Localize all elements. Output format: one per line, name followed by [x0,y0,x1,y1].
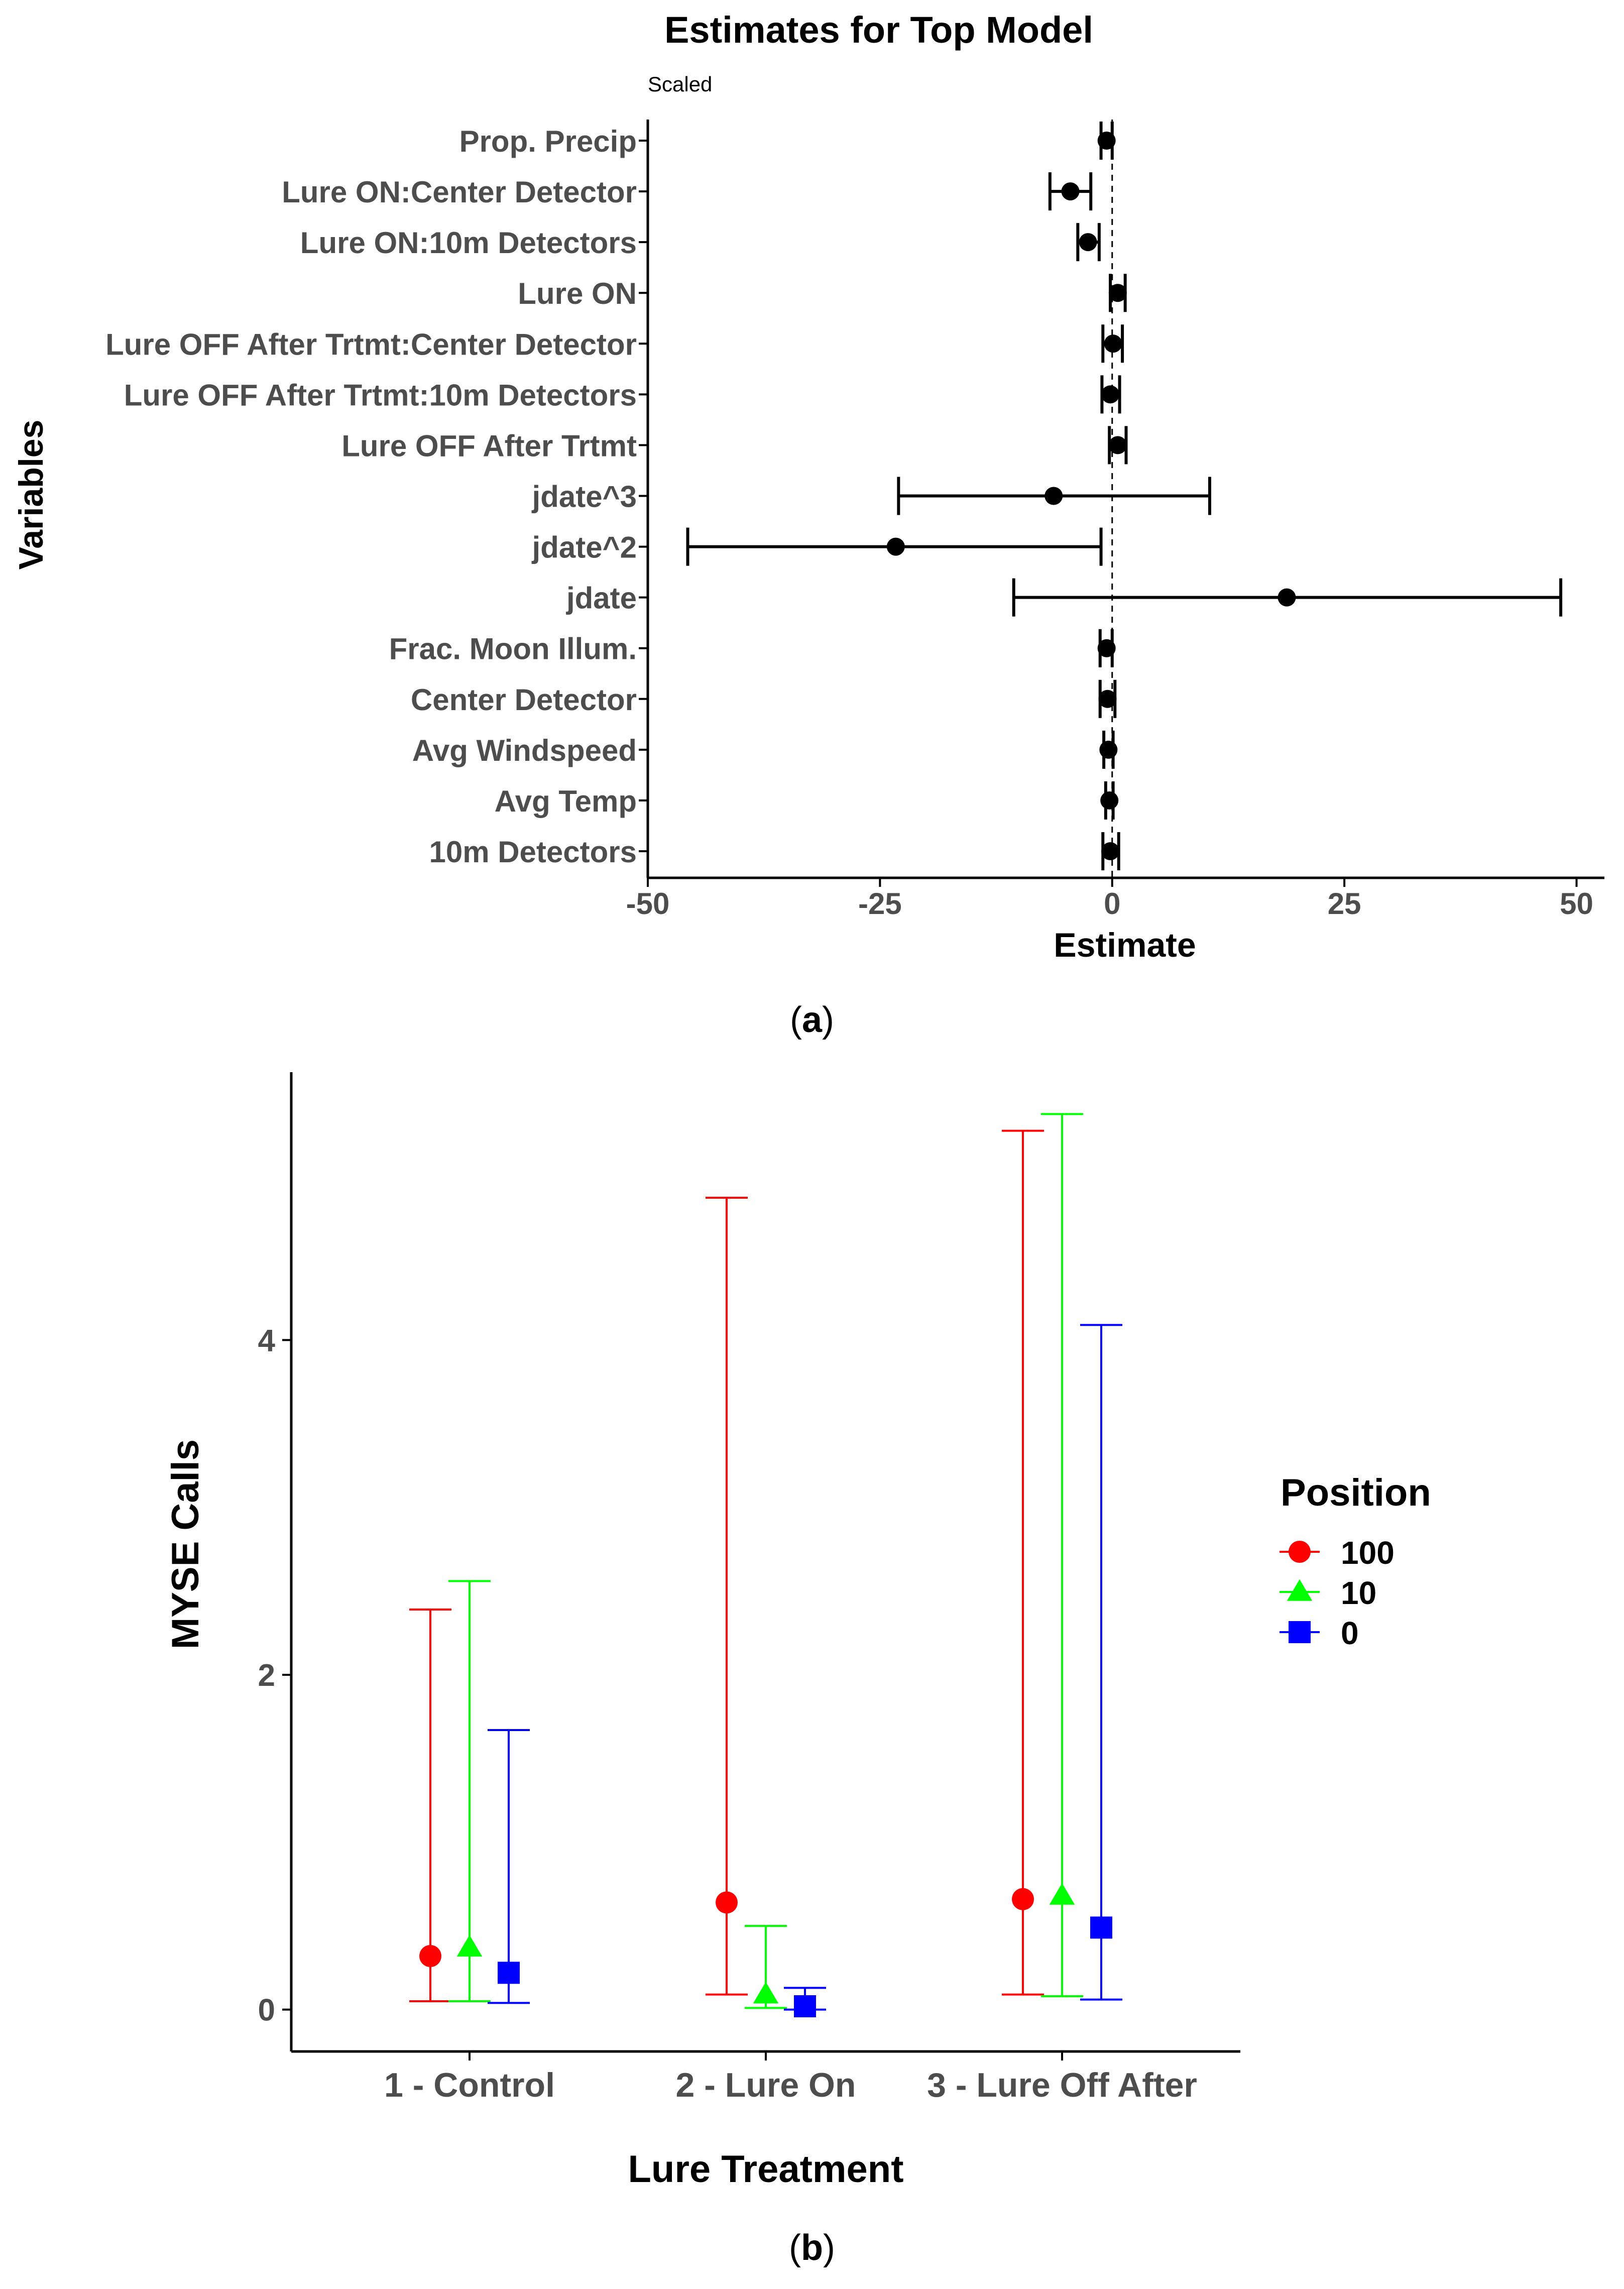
estimate-point [1061,182,1080,201]
chart-a-subtitle: Scaled [648,72,712,96]
point-10 [1049,1883,1075,1905]
forest-plot-panel: Estimates for Top Model Scaled Variables… [12,9,1604,1040]
errorbar-plot-panel: MYSE Calls Lure Treatment 0 2 4 1 - Contro… [164,1072,1431,2268]
y-tick-label: jdate^3 [532,480,637,514]
x-tick-label: 0 [1104,887,1120,921]
chart-b-xlabel: Lure Treatment [628,2148,903,2191]
estimate-point [886,537,905,556]
legend-key-marker-10 [1287,1579,1313,1601]
point-100 [419,1945,441,1967]
point-10 [753,1982,779,2004]
y-tick-label: Lure OFF After Trtmt:Center Detector [105,327,637,361]
y-tick-label: Frac. Moon Illum. [389,632,637,666]
estimate-point [1108,284,1127,302]
chart-a-ylabel: Variables [12,420,50,570]
y-tick-label: Avg Temp [495,784,637,818]
caption-b: (b) [789,2228,835,2268]
point-0 [1090,1916,1112,1939]
legend-label-10: 10 [1341,1575,1376,1611]
x-tick-label: -25 [858,887,902,921]
x-tick-label: 50 [1560,887,1593,921]
chart-a-xlabel: Estimate [1054,926,1196,964]
point-10 [456,1935,483,1957]
y-tick-label: Avg Windspeed [412,734,637,767]
y-tick-label: Lure OFF After Trtmt:10m Detectors [124,378,637,412]
y-tick-label: 2 [258,1658,275,1693]
chart-a-title: Estimates for Top Model [664,9,1093,51]
legend-label-100: 100 [1341,1535,1395,1571]
estimate-point [1097,132,1116,150]
point-100 [1012,1888,1034,1910]
x-tick-label: 25 [1328,887,1361,921]
estimate-point [1099,740,1118,759]
point-100 [716,1891,738,1914]
y-tick-label: Lure OFF After Trtmt [341,429,637,463]
y-tick-label: Center Detector [411,683,637,717]
legend-key-marker-100 [1289,1541,1311,1563]
y-tick-label: 0 [258,1993,275,2028]
estimate-point [1045,487,1063,505]
x-tick-label: 3 - Lure Off After [927,2066,1197,2104]
legend-label-0: 0 [1341,1615,1359,1651]
point-0 [794,1995,816,2017]
x-tick-label: -50 [626,887,670,921]
estimate-point [1278,588,1296,607]
x-tick-label: 2 - Lure On [676,2066,856,2104]
y-tick-label: Lure ON [518,277,637,310]
estimate-point [1079,233,1097,252]
y-tick-label: 4 [258,1323,276,1358]
y-tick-label: Lure ON:Center Detector [282,175,637,209]
x-tick-label: 1 - Control [384,2066,555,2104]
estimate-point [1100,791,1119,810]
estimate-point [1097,639,1116,657]
estimate-point [1104,334,1122,353]
y-tick-label: Prop. Precip [459,125,637,158]
y-tick-label: Lure ON:10m Detectors [300,226,637,260]
legend-title: Position [1281,1471,1431,1514]
y-tick-label: jdate [566,582,637,615]
estimate-point [1101,385,1120,404]
point-0 [498,1962,520,1984]
estimate-point [1101,842,1120,860]
estimate-point [1098,690,1117,708]
y-tick-label: 10m Detectors [429,835,637,869]
estimate-point [1108,436,1127,454]
legend-key-marker-0 [1289,1621,1311,1643]
caption-a: (a) [790,1000,834,1040]
chart-b-ylabel: MYSE Calls [164,1439,207,1649]
y-tick-label: jdate^2 [532,531,637,564]
